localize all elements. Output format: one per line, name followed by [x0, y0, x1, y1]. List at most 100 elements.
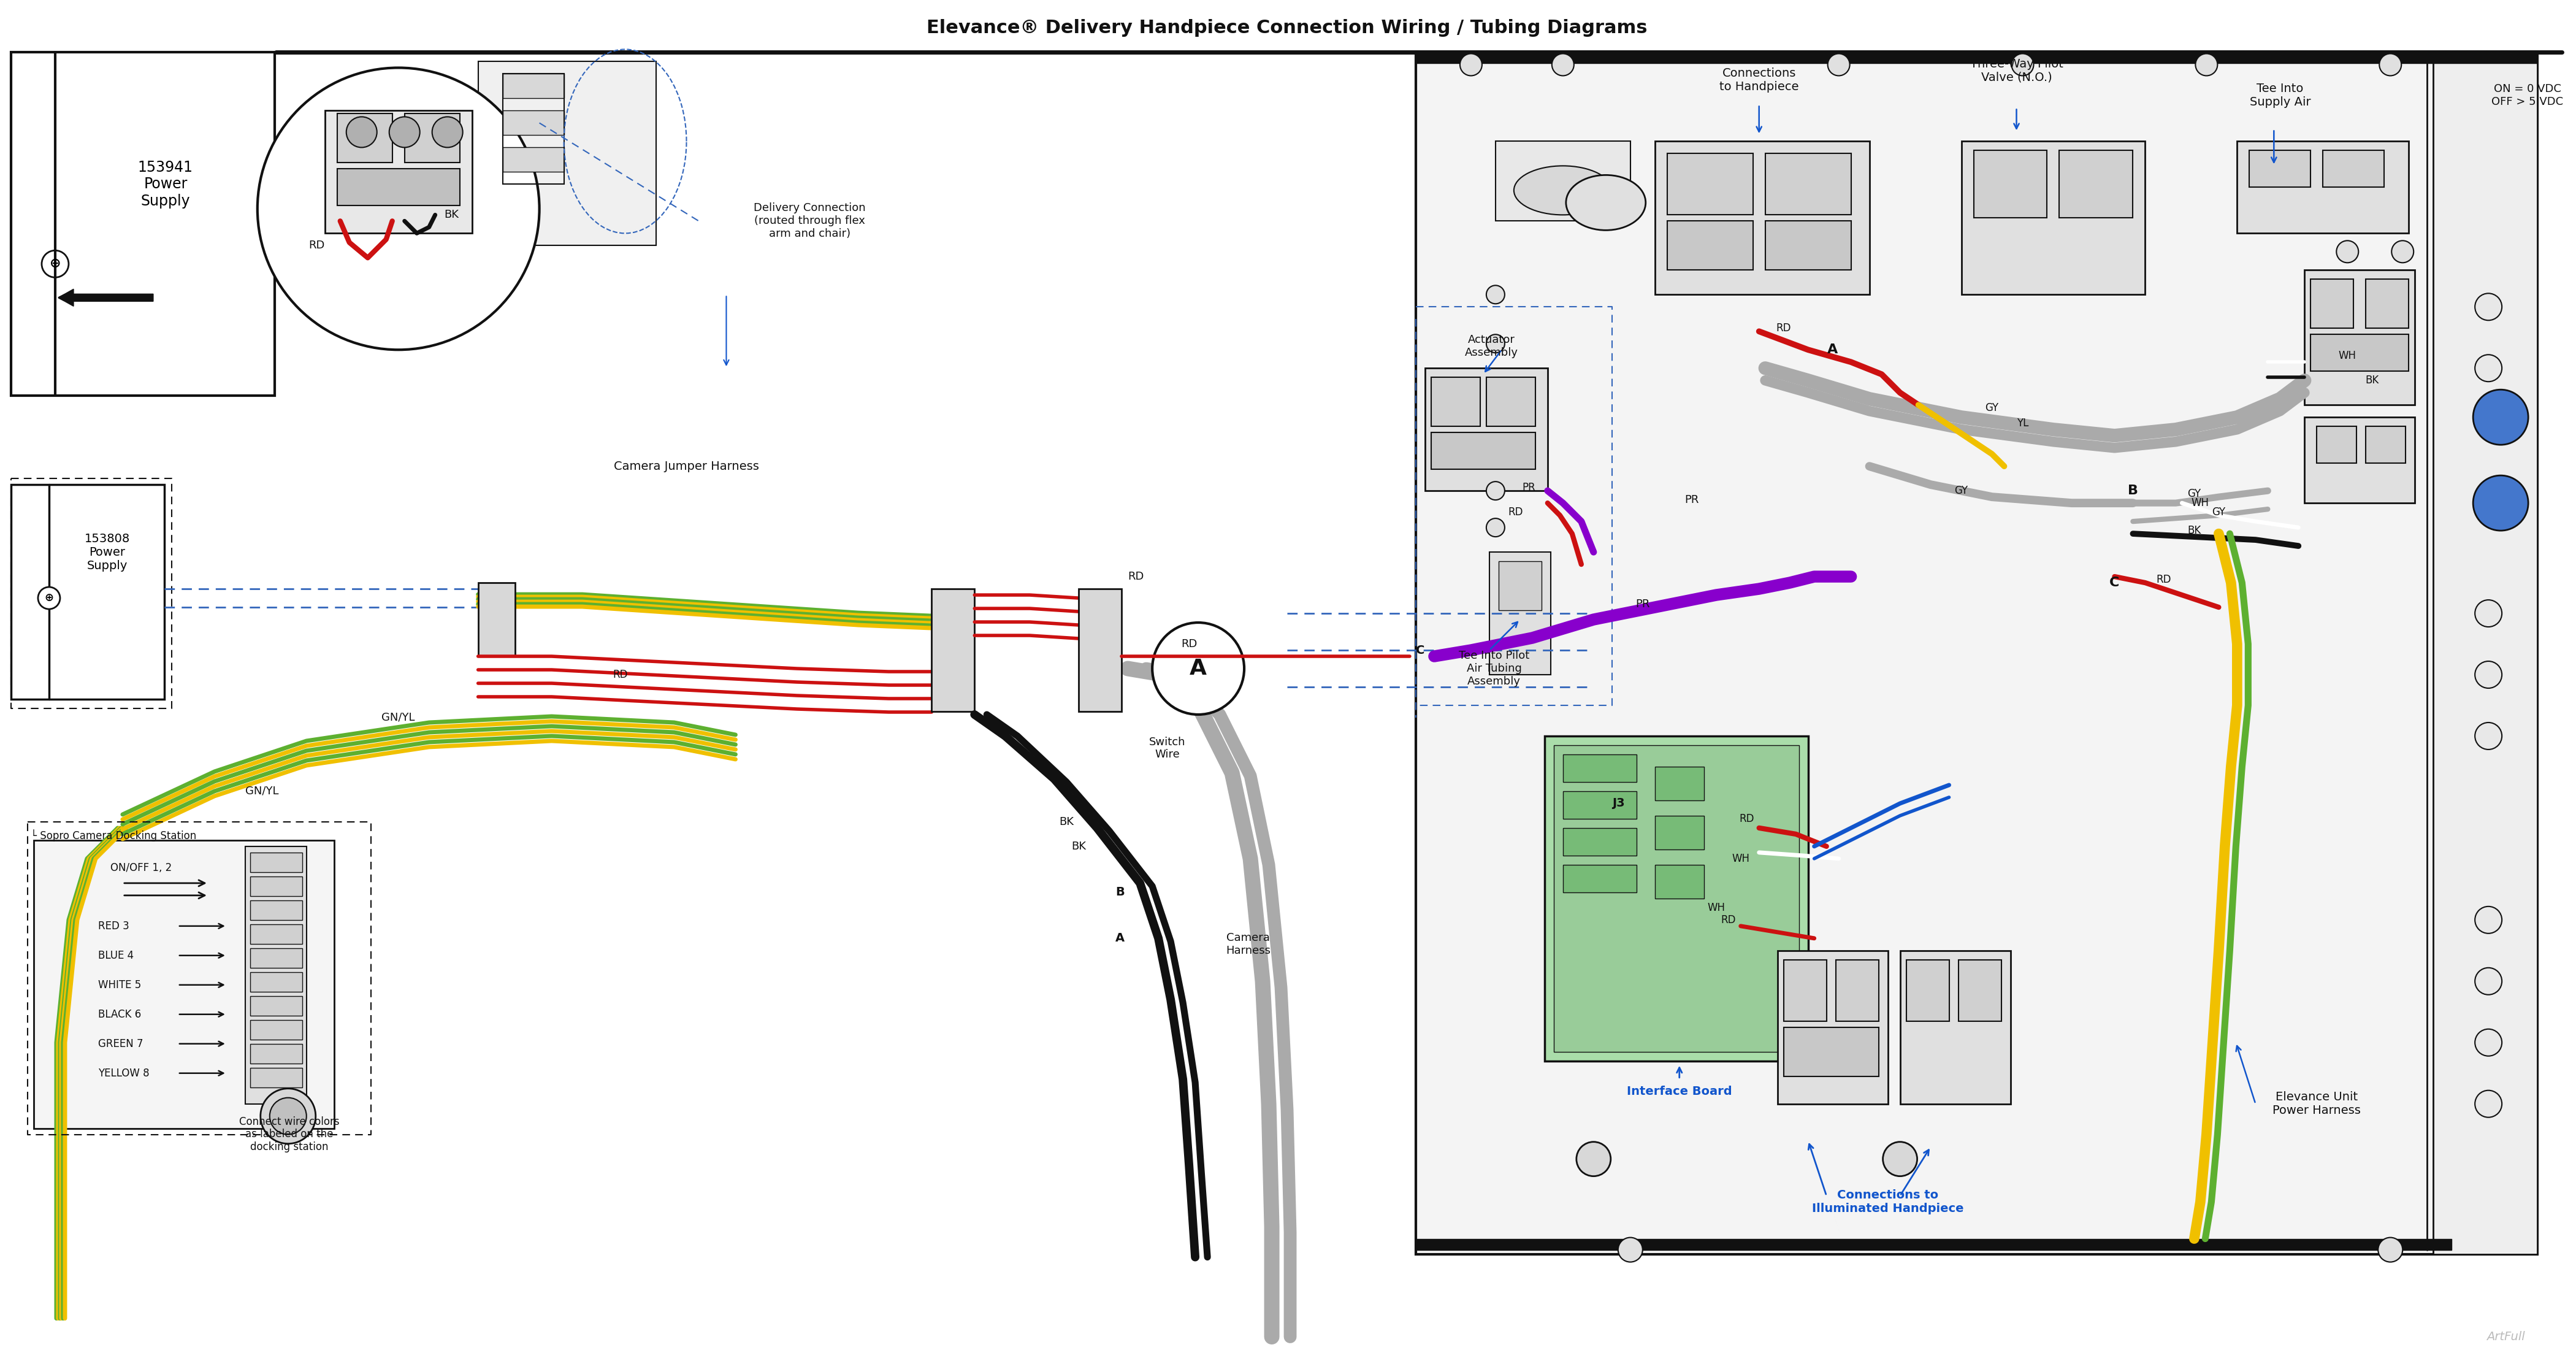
- Circle shape: [2476, 906, 2501, 934]
- Bar: [1667, 220, 1752, 270]
- Text: Elevance® Delivery Handpiece Connection Wiring / Tubing Diagrams: Elevance® Delivery Handpiece Connection …: [927, 19, 1649, 37]
- Bar: [502, 74, 564, 185]
- Ellipse shape: [1566, 175, 1646, 230]
- Bar: [1901, 950, 2009, 1103]
- Circle shape: [2476, 293, 2501, 320]
- Bar: [502, 74, 564, 99]
- Bar: [1432, 378, 1481, 426]
- Text: ON = 0 VDC
OFF > 5 VDC: ON = 0 VDC OFF > 5 VDC: [2491, 84, 2563, 107]
- Circle shape: [1486, 334, 1504, 353]
- Bar: [325, 111, 471, 233]
- Text: Switch
Wire: Switch Wire: [1149, 737, 1185, 760]
- Bar: [1486, 378, 1535, 426]
- Circle shape: [1618, 1238, 1643, 1262]
- Bar: [1765, 220, 1852, 270]
- Circle shape: [41, 251, 70, 278]
- Circle shape: [1486, 519, 1504, 537]
- Circle shape: [260, 1088, 317, 1143]
- Text: RED 3: RED 3: [98, 920, 129, 931]
- Text: WH: WH: [2192, 497, 2210, 508]
- Text: Elevance Unit
Power Harness: Elevance Unit Power Harness: [2272, 1091, 2362, 1116]
- Bar: [250, 1068, 301, 1087]
- Text: RD: RD: [1128, 571, 1144, 582]
- Circle shape: [2473, 390, 2527, 445]
- Circle shape: [2476, 600, 2501, 627]
- Circle shape: [39, 587, 59, 609]
- Circle shape: [1577, 1142, 1610, 1176]
- Bar: [1079, 589, 1121, 712]
- Bar: [250, 1020, 301, 1039]
- Circle shape: [2476, 723, 2501, 749]
- Bar: [1432, 433, 1535, 470]
- Text: WHITE 5: WHITE 5: [98, 979, 142, 990]
- Text: C: C: [1417, 645, 1425, 656]
- Bar: [2434, 52, 2537, 1254]
- Circle shape: [2380, 53, 2401, 75]
- Bar: [1958, 960, 2002, 1021]
- Text: B: B: [2128, 485, 2138, 497]
- Circle shape: [345, 116, 376, 148]
- Text: BK: BK: [1059, 816, 1074, 827]
- Bar: [250, 924, 301, 943]
- Circle shape: [1486, 285, 1504, 304]
- Text: ⊕: ⊕: [49, 257, 62, 270]
- Text: BK: BK: [443, 209, 459, 220]
- Text: RD: RD: [1721, 914, 1736, 925]
- Text: BLUE 4: BLUE 4: [98, 950, 134, 961]
- Text: RD: RD: [1739, 813, 1754, 824]
- Bar: [10, 485, 165, 700]
- Bar: [2249, 151, 2311, 188]
- Text: Camera
Harness: Camera Harness: [1226, 932, 1270, 957]
- Bar: [10, 52, 276, 396]
- Bar: [250, 876, 301, 895]
- Bar: [1564, 754, 1636, 782]
- Text: BK: BK: [1072, 841, 1087, 852]
- Text: J3: J3: [1613, 798, 1625, 809]
- Bar: [1546, 737, 1808, 1061]
- Bar: [250, 1043, 301, 1064]
- Text: WH: WH: [2339, 350, 2357, 361]
- Bar: [479, 583, 515, 656]
- Circle shape: [1551, 53, 1574, 75]
- Text: GY: GY: [2213, 507, 2226, 517]
- Circle shape: [2473, 475, 2527, 531]
- Text: Interface Board: Interface Board: [1628, 1086, 1731, 1098]
- Text: └ Sopro Camera Docking Station: └ Sopro Camera Docking Station: [31, 830, 196, 842]
- Text: WH: WH: [1731, 853, 1749, 864]
- Bar: [1783, 960, 1826, 1021]
- Bar: [1417, 52, 2537, 1254]
- Circle shape: [2476, 968, 2501, 995]
- Bar: [502, 148, 564, 172]
- Text: Three-Way Pilot
Valve (N.O.): Three-Way Pilot Valve (N.O.): [1971, 59, 2063, 84]
- Text: A: A: [1115, 932, 1126, 945]
- Bar: [1553, 745, 1798, 1051]
- Circle shape: [2012, 53, 2032, 75]
- Bar: [245, 846, 307, 1103]
- Text: GREEN 7: GREEN 7: [98, 1038, 144, 1049]
- Bar: [2365, 426, 2406, 463]
- Text: BK: BK: [2187, 526, 2200, 537]
- Text: Tee Into
Supply Air: Tee Into Supply Air: [2249, 82, 2311, 108]
- Bar: [1654, 865, 1703, 898]
- Circle shape: [1151, 623, 1244, 715]
- Text: RD: RD: [613, 669, 629, 680]
- Bar: [2316, 426, 2357, 463]
- Bar: [337, 168, 459, 205]
- Bar: [1564, 791, 1636, 819]
- Text: RD: RD: [1180, 638, 1198, 649]
- Text: ArtFull: ArtFull: [2486, 1331, 2524, 1343]
- Bar: [337, 114, 392, 163]
- Circle shape: [2195, 53, 2218, 75]
- Circle shape: [270, 1098, 307, 1135]
- Bar: [2365, 279, 2409, 329]
- Text: BK: BK: [2365, 375, 2378, 386]
- Bar: [33, 841, 335, 1128]
- Bar: [1564, 865, 1636, 893]
- Circle shape: [2378, 1238, 2403, 1262]
- Bar: [502, 111, 564, 136]
- Text: C: C: [2110, 576, 2120, 589]
- Ellipse shape: [1515, 166, 1613, 215]
- Bar: [2311, 279, 2354, 329]
- Bar: [2306, 418, 2414, 502]
- Bar: [1906, 960, 1950, 1021]
